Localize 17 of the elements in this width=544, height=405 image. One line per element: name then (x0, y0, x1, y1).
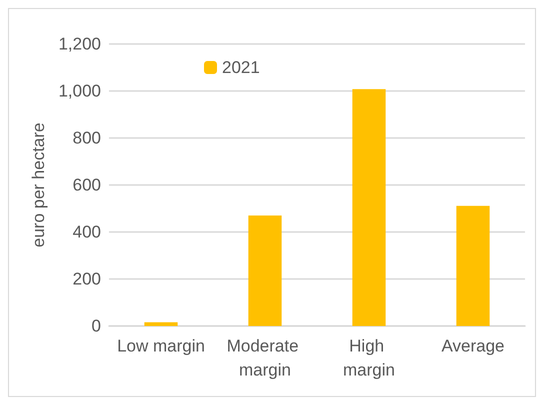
bar (144, 322, 178, 326)
y-tick-label: 1,000 (58, 82, 101, 100)
y-tick-label: 200 (72, 270, 101, 288)
bar (248, 216, 282, 326)
x-tick-label: High margin (343, 336, 395, 380)
legend-label: 2021 (222, 58, 260, 77)
y-tick-label: 800 (72, 128, 101, 148)
y-axis-title: euro per hectare (29, 122, 48, 248)
x-tick-label: Average (441, 336, 505, 356)
bar (352, 89, 386, 326)
x-tick-label: Low margin (117, 336, 205, 356)
x-tick-label: Moderate margin (226, 336, 304, 380)
y-tick-label: 600 (72, 176, 101, 194)
y-tick-label: 400 (72, 222, 101, 242)
y-tick-label: 1,200 (58, 34, 101, 54)
bar (456, 206, 490, 326)
y-tick-label: 0 (92, 316, 101, 336)
